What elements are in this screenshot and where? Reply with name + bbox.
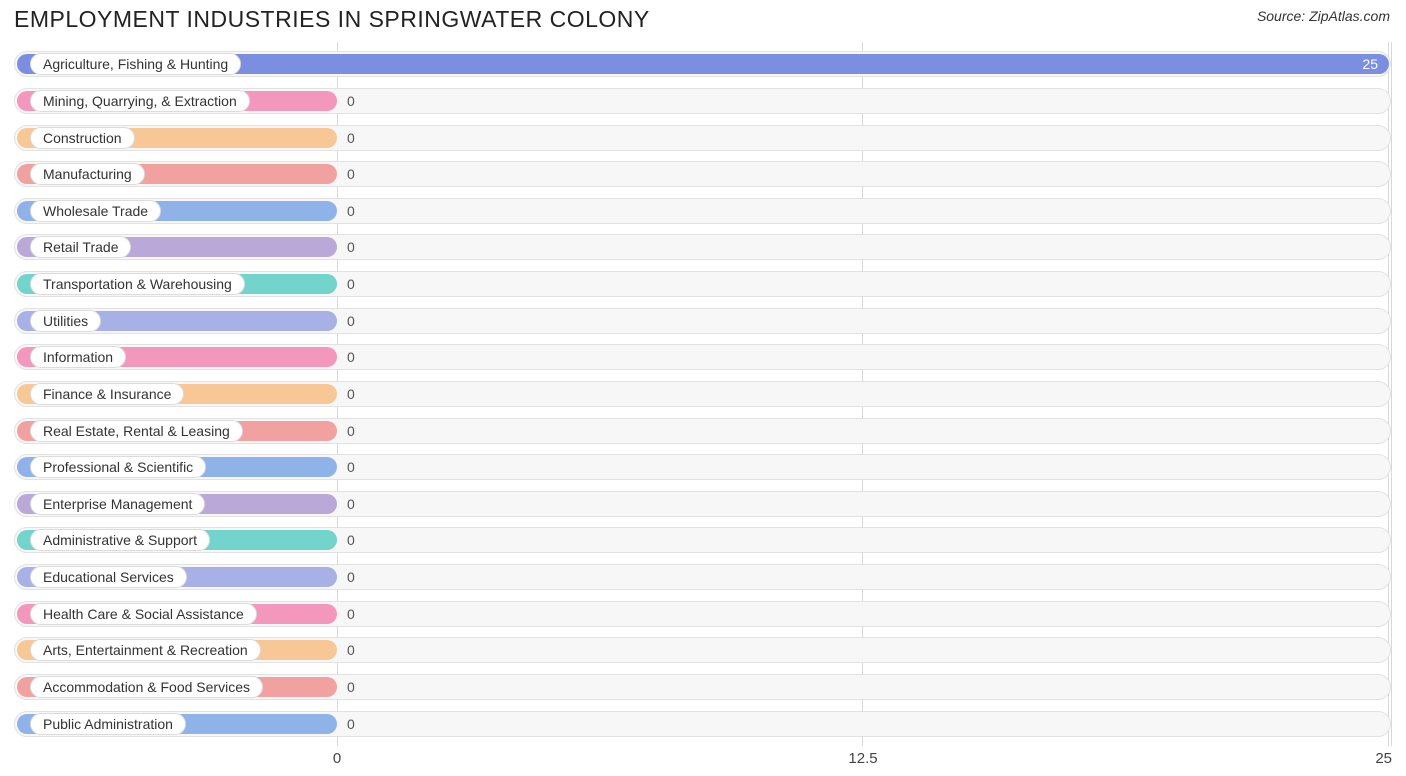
bar-value: 0 <box>347 93 355 109</box>
chart-title: EMPLOYMENT INDUSTRIES IN SPRINGWATER COL… <box>14 6 650 33</box>
bar-label: Accommodation & Food Services <box>30 676 263 698</box>
bar-row: Retail Trade 0 <box>14 232 1391 262</box>
chart-bars: Agriculture, Fishing & Hunting 25 Mining, … <box>14 42 1391 746</box>
bar-label: Construction <box>30 127 135 149</box>
bar-label: Administrative & Support <box>30 529 210 551</box>
bar-value: 0 <box>347 203 355 219</box>
bar-row: Transportation & Warehousing 0 <box>14 269 1391 299</box>
bar-value: 0 <box>347 349 355 365</box>
bar-label: Arts, Entertainment & Recreation <box>30 639 261 661</box>
bar-value: 0 <box>347 679 355 695</box>
bar-row: Enterprise Management 0 <box>14 489 1391 519</box>
x-tick-label: 12.5 <box>848 750 877 767</box>
bar-row: Information 0 <box>14 342 1391 372</box>
x-tick-label: 0 <box>333 750 341 767</box>
bar-value: 0 <box>347 532 355 548</box>
x-tick-label: 25 <box>1375 750 1392 767</box>
bar-value: 0 <box>347 130 355 146</box>
bar-label: Wholesale Trade <box>30 200 161 222</box>
bar-value: 0 <box>347 459 355 475</box>
bar-label: Finance & Insurance <box>30 383 184 405</box>
bar-value: 0 <box>347 423 355 439</box>
bar-value: 0 <box>347 166 355 182</box>
bar-row: Professional & Scientific 0 <box>14 452 1391 482</box>
bar-label: Manufacturing <box>30 163 145 185</box>
chart-plot: Agriculture, Fishing & Hunting 25 Mining, … <box>14 42 1392 746</box>
bar-value: 0 <box>347 606 355 622</box>
bar-row: Manufacturing 0 <box>14 159 1391 189</box>
bar-row: Arts, Entertainment & Recreation 0 <box>14 635 1391 665</box>
bar-label: Professional & Scientific <box>30 456 206 478</box>
bar-row: Educational Services 0 <box>14 562 1391 592</box>
chart-source: Source: ZipAtlas.com <box>1257 6 1390 24</box>
bar-label: Utilities <box>30 310 101 332</box>
bar-row: Agriculture, Fishing & Hunting 25 <box>14 49 1391 79</box>
bar-row: Mining, Quarrying, & Extraction 0 <box>14 86 1391 116</box>
bar-row: Accommodation & Food Services 0 <box>14 672 1391 702</box>
bar-label: Retail Trade <box>30 236 131 258</box>
bar-row: Health Care & Social Assistance 0 <box>14 599 1391 629</box>
bar-label: Public Administration <box>30 713 186 735</box>
bar-value: 0 <box>347 716 355 732</box>
bar-row: Real Estate, Rental & Leasing 0 <box>14 416 1391 446</box>
x-axis: 0 12.5 25 <box>14 750 1392 770</box>
bar-row: Finance & Insurance 0 <box>14 379 1391 409</box>
bar-label: Health Care & Social Assistance <box>30 603 257 625</box>
bar-row: Public Administration 0 <box>14 709 1391 739</box>
bar-value: 0 <box>347 313 355 329</box>
bar-value: 0 <box>347 239 355 255</box>
bar-row: Administrative & Support 0 <box>14 525 1391 555</box>
bar-row: Wholesale Trade 0 <box>14 196 1391 226</box>
bar-row: Utilities 0 <box>14 306 1391 336</box>
bar-label: Agriculture, Fishing & Hunting <box>30 53 241 75</box>
bar-value: 0 <box>347 276 355 292</box>
bar-label: Real Estate, Rental & Leasing <box>30 420 243 442</box>
bar-row: Construction 0 <box>14 123 1391 153</box>
chart-header: EMPLOYMENT INDUSTRIES IN SPRINGWATER COL… <box>0 0 1406 37</box>
bar-label: Information <box>30 346 126 368</box>
bar-label: Mining, Quarrying, & Extraction <box>30 90 250 112</box>
bar-label: Enterprise Management <box>30 493 205 515</box>
chart-area: Agriculture, Fishing & Hunting 25 Mining, … <box>14 42 1392 746</box>
bar-label: Educational Services <box>30 566 187 588</box>
bar-value: 0 <box>347 569 355 585</box>
bar-value: 0 <box>347 386 355 402</box>
bar-label: Transportation & Warehousing <box>30 273 245 295</box>
bar-value: 0 <box>347 642 355 658</box>
bar-value: 25 <box>1362 56 1378 72</box>
bar-value: 0 <box>347 496 355 512</box>
